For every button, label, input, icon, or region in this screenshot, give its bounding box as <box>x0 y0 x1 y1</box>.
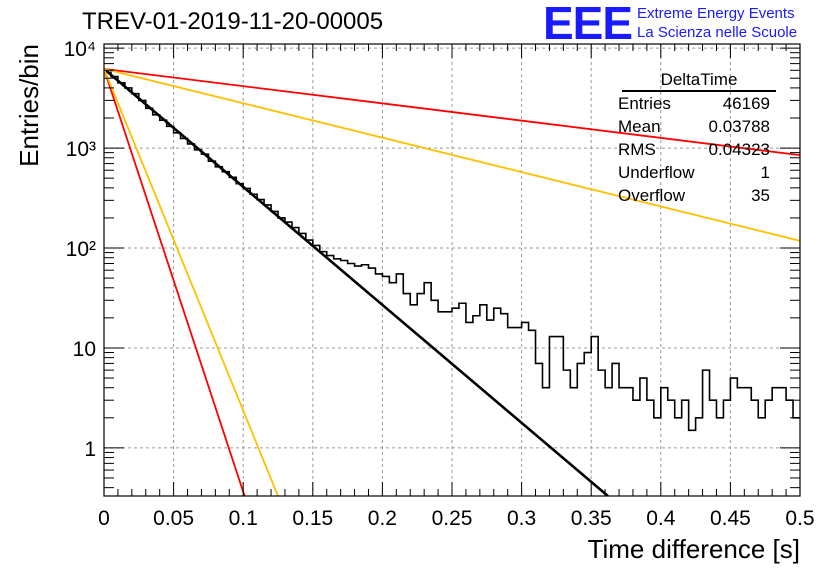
x-tick-label: 0.2 <box>368 507 397 530</box>
stats-label: Overflow <box>618 186 686 205</box>
x-tick-label: 0.1 <box>229 507 258 530</box>
stats-value: 0.04323 <box>708 140 770 159</box>
stats-row-overflow: Overflow 35 <box>612 184 776 207</box>
x-tick-label: 0.05 <box>153 507 194 530</box>
fit-line-4 <box>104 68 279 496</box>
y-tick-label: 1 <box>84 438 96 461</box>
fit-line-2 <box>104 68 800 242</box>
stats-label: Entries <box>618 94 671 113</box>
y-tick-label: 10⁴ <box>64 38 96 61</box>
x-tick-label: 0.4 <box>646 507 676 530</box>
logo-caption: Extreme Energy Events La Scienza nelle S… <box>637 4 797 42</box>
stats-box: DeltaTime Entries 46169 Mean 0.03788 RMS… <box>612 70 776 207</box>
y-axis-label: Entries/bin <box>14 44 44 167</box>
chart-title: TREV-01-2019-11-20-00005 <box>82 8 384 35</box>
eee-logo: EEE <box>543 0 633 49</box>
y-tick-label: 10³ <box>66 138 96 161</box>
x-axis-label: Time difference [s] <box>588 534 800 564</box>
x-tick-label: 0.45 <box>710 507 751 530</box>
stats-value: 0.03788 <box>708 117 770 136</box>
stats-row-mean: Mean 0.03788 <box>612 115 776 138</box>
stats-value: 46169 <box>722 94 770 113</box>
fit-line-3 <box>104 68 246 496</box>
x-tick-label: 0.3 <box>507 507 536 530</box>
x-tick-label: 0 <box>98 507 110 530</box>
stats-value: 35 <box>751 186 770 205</box>
y-tick-label: 10 <box>73 338 96 361</box>
stats-row-underflow: Underflow 1 <box>612 161 776 184</box>
x-tick-label: 0.35 <box>571 507 612 530</box>
stats-value: 1 <box>760 163 770 182</box>
fit-line-1 <box>104 67 800 157</box>
stats-label: Underflow <box>618 163 695 182</box>
stats-label: RMS <box>618 140 656 159</box>
x-tick-label: 0.25 <box>432 507 473 530</box>
x-tick-label: 0.15 <box>292 507 333 530</box>
histogram-series <box>104 69 800 432</box>
logo-caption-line1: Extreme Energy Events <box>637 5 795 22</box>
y-tick-label: 10² <box>66 238 96 261</box>
stats-row-entries: Entries 46169 <box>612 92 776 115</box>
x-tick-label: 0.5 <box>785 507 814 530</box>
stats-label: Mean <box>618 117 661 136</box>
logo-caption-line2: La Scienza nelle Scuole <box>637 24 798 41</box>
stats-box-title: DeltaTime <box>622 70 776 92</box>
fit-line-0 <box>104 67 609 496</box>
stats-row-rms: RMS 0.04323 <box>612 138 776 161</box>
